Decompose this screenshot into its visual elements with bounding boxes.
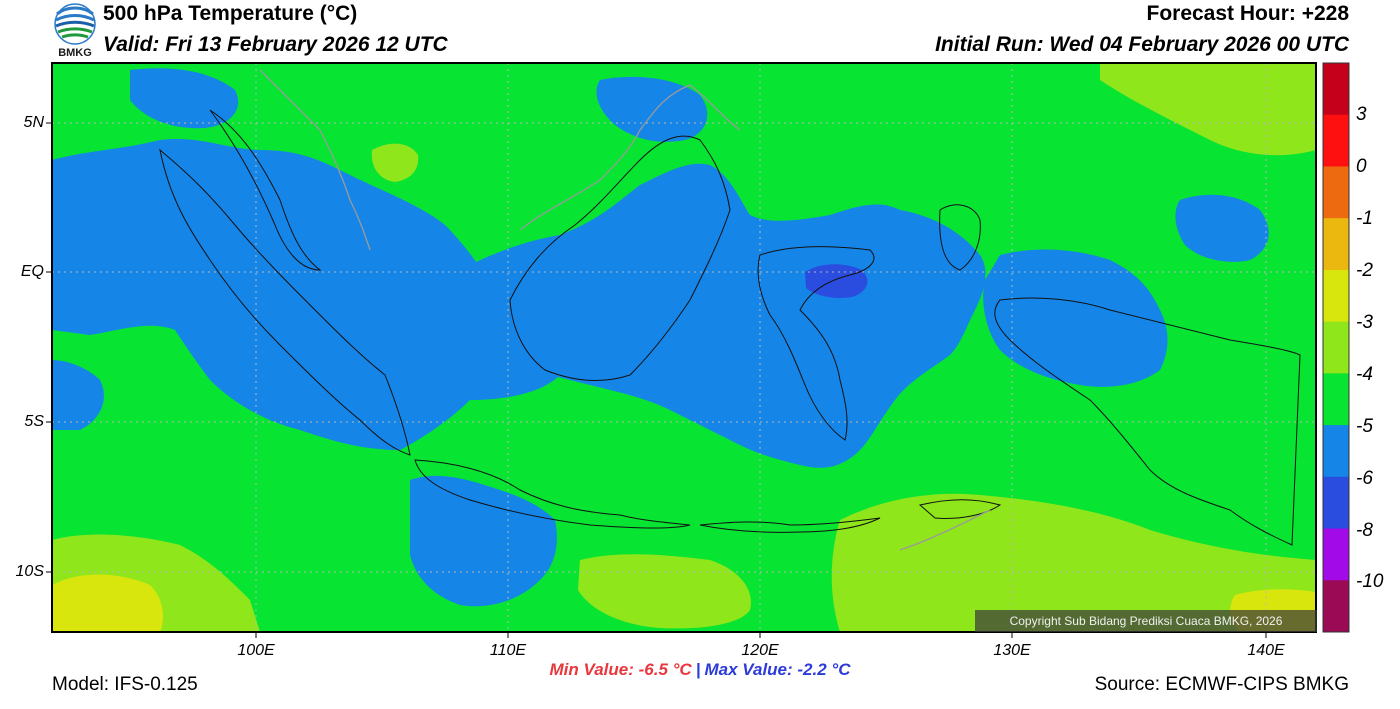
data-source: Source: ECMWF-CIPS BMKG <box>1094 674 1349 695</box>
axis-ticks <box>46 122 1267 638</box>
colorbar-label: -6 <box>1356 468 1373 489</box>
colorbar-segment <box>1323 269 1349 323</box>
copyright-notice: Copyright Sub Bidang Prediksi Cuaca BMKG… <box>975 610 1317 632</box>
min-max-separator: | <box>695 660 701 679</box>
field-yellow-sw <box>52 574 163 632</box>
border-malaysia-brunei <box>519 84 741 231</box>
max-value: Max Value: -2.2 °C <box>704 660 851 679</box>
field-blue-north <box>596 76 708 142</box>
colorbar-segment <box>1323 218 1349 271</box>
field-lime-n <box>371 143 419 182</box>
coast-halmahera <box>939 204 981 271</box>
lat-label-5n: 5N <box>23 114 44 131</box>
coastlines <box>159 109 1301 546</box>
chart-title: 500 hPa Temperature (°C) <box>103 2 358 25</box>
field-blue-west <box>52 138 560 450</box>
forecast-hour: Forecast Hour: +228 <box>1146 2 1350 25</box>
coast-sumatra <box>159 148 411 456</box>
colorbar-segment <box>1323 580 1349 633</box>
field-blue-east2 <box>1175 194 1269 262</box>
temperature-field <box>52 63 1316 632</box>
border-timor-leste <box>899 509 991 551</box>
field-lime-south <box>578 554 751 629</box>
colorbar-segment <box>1323 114 1349 167</box>
initial-run: Initial Run: Wed 04 February 2026 00 UTC <box>935 33 1349 56</box>
lon-label-140e: 140E <box>1247 642 1285 659</box>
bmkg-logo: BMKG <box>54 3 96 58</box>
border-thailand <box>259 69 371 251</box>
field-darkblue <box>805 264 868 298</box>
colorbar-segment <box>1323 528 1349 581</box>
valid-time: Valid: Fri 13 February 2026 12 UTC <box>103 33 448 56</box>
field-lime-ne <box>1100 63 1316 156</box>
colorbar-segment <box>1323 63 1349 116</box>
colorbar-frame <box>1322 62 1350 633</box>
coast-nusa-tenggara <box>699 517 881 533</box>
coast-malaysia <box>209 109 322 271</box>
lon-label-110e: 110E <box>489 642 527 659</box>
lat-label-10s: 10S <box>15 563 44 580</box>
svg-text:BMKG: BMKG <box>58 47 92 58</box>
map-frame <box>51 62 1317 633</box>
colorbar-label: -3 <box>1356 312 1373 333</box>
lon-label-120e: 120E <box>741 642 779 659</box>
colorbar-label: 0 <box>1356 156 1367 177</box>
colorbar-segment <box>1323 476 1349 530</box>
min-value: Min Value: -6.5 °C <box>549 660 692 679</box>
colorbar-segment <box>1323 166 1349 219</box>
colorbar-segment <box>1323 425 1349 478</box>
colorbar-label: -5 <box>1356 416 1373 437</box>
colorbar-label: -4 <box>1356 364 1373 385</box>
field-blue-west2 <box>52 360 104 430</box>
lat-label-eq: EQ <box>20 263 44 280</box>
field-blue-nw <box>130 68 239 129</box>
colorbar-label: -1 <box>1356 208 1373 229</box>
colorbar <box>1323 63 1349 633</box>
model-name: Model: IFS-0.125 <box>52 674 198 695</box>
lon-label-100e: 100E <box>237 642 275 659</box>
coast-papua <box>994 297 1301 546</box>
grid-lines <box>52 63 1316 632</box>
colorbar-label: -10 <box>1356 571 1384 592</box>
colorbar-segment <box>1323 373 1349 426</box>
lat-label-5s: 5S <box>24 413 44 430</box>
coast-borneo <box>509 135 731 381</box>
colorbar-label: -8 <box>1356 520 1373 541</box>
coast-timor <box>918 499 1002 519</box>
boundaries <box>259 69 991 551</box>
colorbar-label: -2 <box>1356 260 1373 281</box>
field-blue-central <box>470 163 986 468</box>
lon-label-130e: 130E <box>993 642 1031 659</box>
coast-sulawesi <box>757 246 875 441</box>
field-blue-south <box>410 475 557 607</box>
colorbar-label: 3 <box>1356 104 1367 125</box>
field-blue-east <box>983 249 1168 387</box>
coast-java <box>414 459 691 529</box>
colorbar-segment <box>1323 321 1349 374</box>
min-max-values: Min Value: -6.5 °C | Max Value: -2.2 °C <box>0 660 1400 680</box>
